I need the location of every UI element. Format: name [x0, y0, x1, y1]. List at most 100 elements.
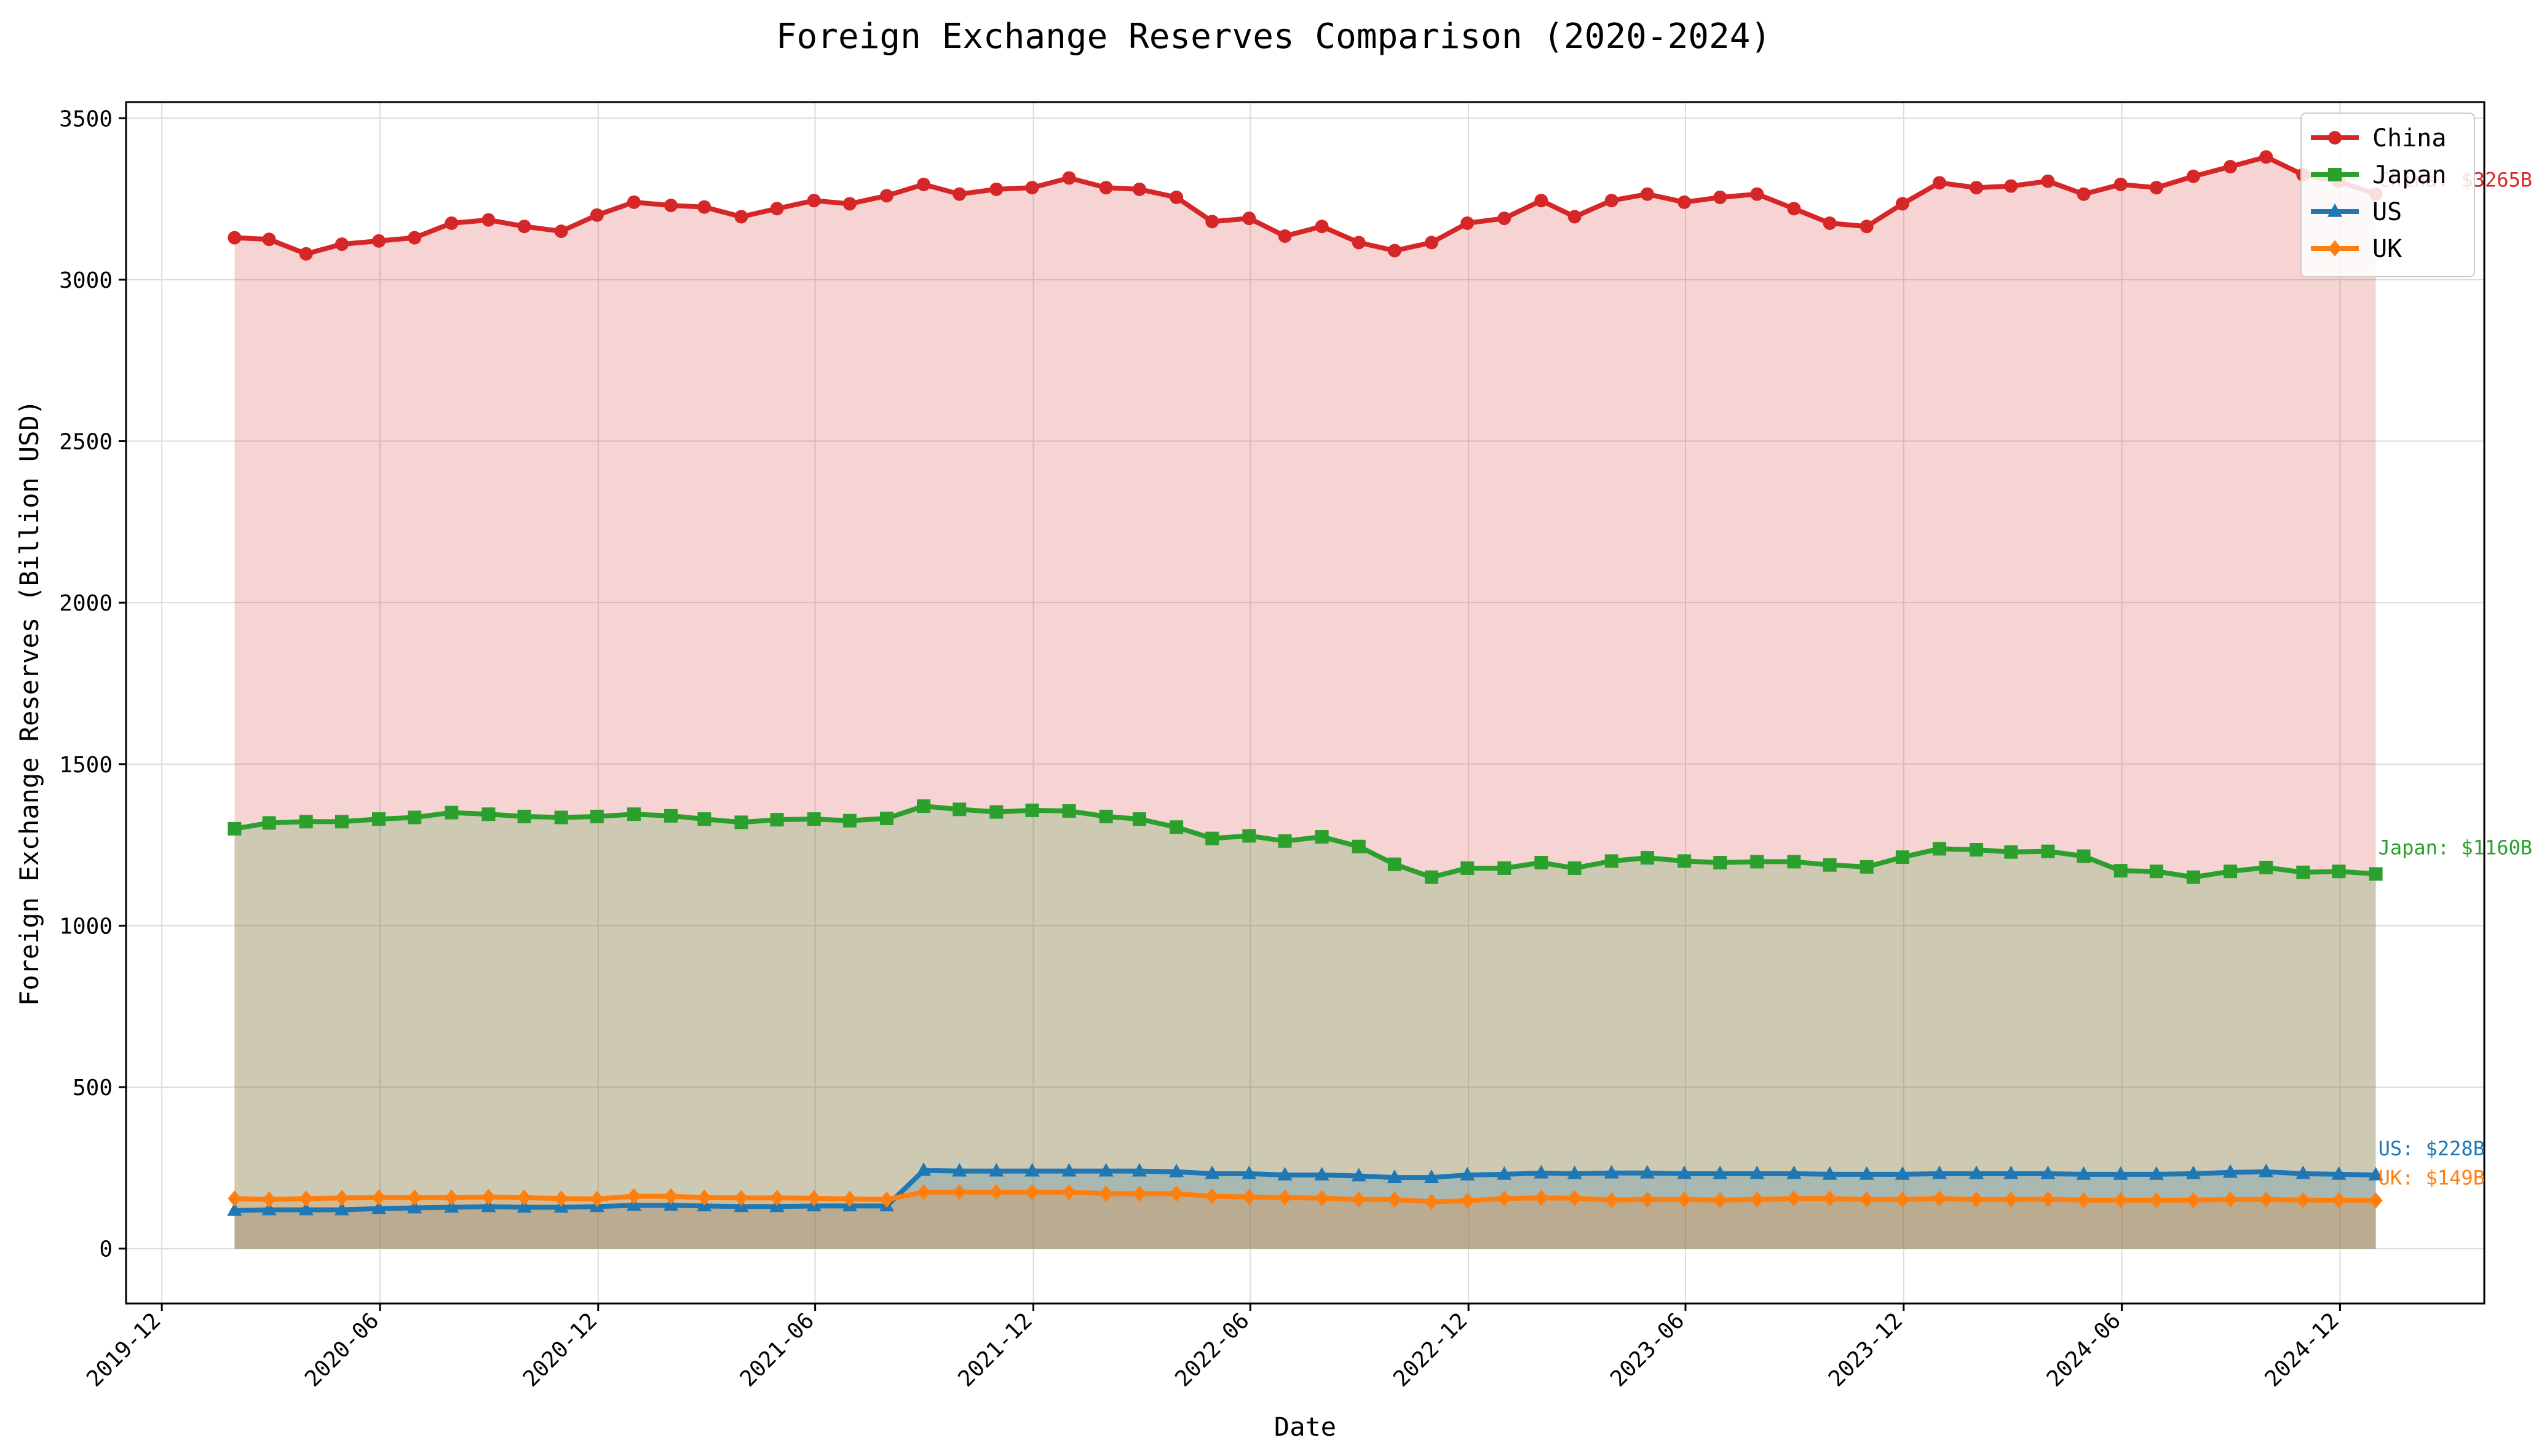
china-point — [770, 202, 784, 216]
us-point — [298, 1201, 314, 1216]
japan-point — [1787, 855, 1801, 869]
china-point — [1787, 202, 1801, 216]
us-point — [2222, 1164, 2238, 1178]
uk-point — [1895, 1191, 1909, 1208]
japan-end-label: Japan: $1160B — [2379, 836, 2532, 859]
japan-point — [2259, 860, 2273, 874]
china-point — [1932, 176, 1946, 190]
china-point — [1604, 194, 1618, 208]
uk-point — [1567, 1190, 1582, 1206]
japan-point — [627, 807, 641, 821]
china-point — [1278, 229, 1292, 243]
uk-point — [917, 1184, 931, 1200]
y-tick-label: 1500 — [59, 753, 113, 778]
y-tick-label: 3000 — [59, 268, 113, 293]
us-point — [407, 1200, 422, 1214]
china-point — [1242, 212, 1256, 226]
japan-point — [481, 807, 496, 821]
legend: China Japan US UK — [2300, 113, 2475, 277]
uk-point — [1604, 1192, 1618, 1209]
uk-point — [262, 1191, 276, 1208]
china-point — [2041, 174, 2055, 188]
uk-point — [2259, 1191, 2273, 1208]
japan-point — [1970, 842, 1984, 857]
uk-point — [1640, 1191, 1654, 1208]
japan-point — [1425, 870, 1439, 884]
japan-point — [734, 815, 748, 829]
china-point — [481, 213, 496, 227]
us-point — [1859, 1166, 1874, 1180]
y-tick-label: 500 — [73, 1075, 113, 1101]
japan-point — [1497, 861, 1511, 875]
japan-point — [879, 812, 893, 826]
china-point — [1678, 195, 1692, 209]
us-point — [261, 1201, 277, 1216]
us-point — [1895, 1166, 1910, 1180]
legend-label-uk: UK — [2372, 235, 2402, 263]
japan-area — [234, 806, 2376, 1249]
us-point — [1460, 1166, 1475, 1181]
uk-point — [1387, 1191, 1401, 1208]
x-axis-label: Date — [1274, 1412, 1336, 1442]
uk-point — [228, 1190, 242, 1207]
china-point — [517, 220, 531, 234]
uk-point — [1425, 1193, 1439, 1210]
china-point — [664, 199, 678, 213]
uk-point — [770, 1190, 784, 1206]
uk-point — [1205, 1188, 1219, 1205]
japan-point — [228, 821, 242, 836]
uk-point — [299, 1190, 313, 1207]
y-tick-label: 3500 — [59, 106, 113, 132]
uk-point — [2113, 1192, 2128, 1209]
china-area — [234, 157, 2376, 1249]
japan-point — [1099, 809, 1113, 823]
grid — [126, 102, 2484, 1304]
japan-point — [1750, 855, 1764, 869]
us-point — [444, 1199, 459, 1213]
us-point — [2259, 1163, 2274, 1177]
japan-point — [1278, 834, 1292, 848]
japan-point — [590, 809, 604, 823]
uk-point — [1278, 1189, 1292, 1206]
china-point — [1460, 216, 1475, 230]
japan-point — [408, 810, 422, 825]
china-point — [2259, 150, 2273, 164]
japan-point — [2332, 865, 2346, 879]
uk-point — [734, 1190, 748, 1206]
china-point — [445, 216, 459, 230]
japan-point — [262, 816, 276, 830]
japan-point — [1205, 831, 1219, 845]
china-point — [408, 231, 422, 245]
japan-point — [1932, 842, 1946, 856]
china-point — [1895, 197, 1909, 211]
china-point — [554, 224, 568, 239]
uk-point — [1099, 1185, 1113, 1202]
us-point — [517, 1199, 532, 1213]
legend-box — [2300, 113, 2475, 277]
japan-point — [1604, 854, 1618, 868]
us-point — [227, 1202, 242, 1216]
uk-point — [445, 1189, 459, 1206]
china-point — [1387, 243, 1401, 258]
china-point — [1315, 220, 1329, 234]
us-point — [1024, 1163, 1040, 1177]
uk-point — [1787, 1190, 1801, 1207]
legend-label-china: China — [2372, 124, 2446, 152]
china-point — [1133, 182, 1147, 196]
china-point — [1025, 181, 1039, 195]
china-point — [2004, 179, 2018, 193]
uk-point — [1170, 1185, 1184, 1202]
uk-point — [2041, 1191, 2055, 1208]
uk-point — [697, 1189, 711, 1206]
japan-point — [2077, 849, 2091, 863]
x-tick-label: 2023-06 — [1606, 1308, 1689, 1391]
china-point — [697, 200, 711, 214]
us-point — [916, 1162, 932, 1176]
x-tick-label: 2021-12 — [954, 1308, 1037, 1391]
area-fills — [234, 157, 2376, 1249]
uk-point — [2149, 1192, 2163, 1209]
us-point — [2040, 1165, 2056, 1179]
china-point — [1713, 190, 1727, 204]
us-point — [1424, 1169, 1440, 1183]
china-point — [1099, 181, 1113, 195]
